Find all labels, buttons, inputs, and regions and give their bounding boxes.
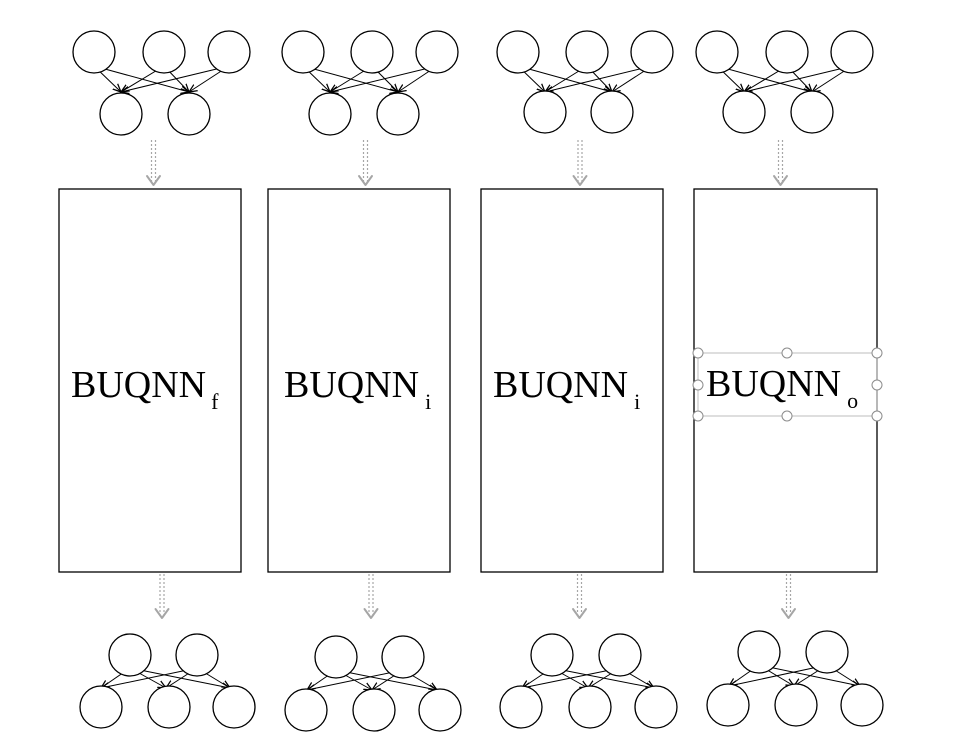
network-node	[790, 90, 834, 134]
module-box-1[interactable]	[58, 188, 242, 573]
module-label-3: BUQNN i	[493, 364, 640, 414]
flow-arrow-down	[146, 140, 161, 186]
network-node	[72, 30, 116, 74]
network-node	[350, 30, 394, 74]
module-box-3[interactable]	[480, 188, 664, 573]
module-box-4[interactable]	[693, 188, 878, 573]
network-node	[706, 683, 750, 727]
flow-arrow-down	[773, 140, 788, 186]
resize-handle-top-left[interactable]	[692, 347, 704, 359]
network-node	[147, 685, 191, 729]
output-network-2	[284, 635, 462, 732]
network-node	[284, 688, 328, 732]
column-2: BUQNN i	[267, 30, 462, 732]
module-label-1: BUQNN f	[71, 364, 219, 414]
network-node	[308, 92, 352, 136]
network-node	[840, 683, 884, 727]
flow-arrow-down	[781, 574, 796, 619]
network-node	[418, 688, 462, 732]
network-node	[722, 90, 766, 134]
network-node	[314, 635, 358, 679]
network-node	[79, 685, 123, 729]
network-node	[774, 683, 818, 727]
module-subscript: i	[425, 389, 431, 414]
output-network-3	[499, 633, 678, 729]
column-4: BUQNN o	[692, 30, 884, 727]
input-network-1	[72, 30, 251, 136]
flow-arrow-down	[154, 574, 170, 619]
network-node	[695, 30, 739, 74]
module-subscript: o	[847, 388, 858, 413]
module-box-2[interactable]	[267, 188, 451, 573]
network-node	[598, 633, 642, 677]
flow-arrow-down	[358, 140, 373, 186]
network-node	[496, 30, 540, 74]
network-node	[108, 633, 152, 677]
network-node	[352, 688, 396, 732]
network-node	[590, 90, 634, 134]
network-node	[565, 30, 609, 74]
resize-handle-bottom[interactable]	[781, 410, 793, 422]
network-node	[415, 30, 459, 74]
resize-handle-bottom-right[interactable]	[871, 410, 883, 422]
module-name: BUQNN	[493, 364, 628, 406]
network-node	[805, 630, 849, 674]
network-node	[381, 635, 425, 679]
network-node	[499, 685, 543, 729]
network-node	[568, 685, 612, 729]
output-network-4	[706, 630, 884, 727]
flow-arrow-down	[572, 140, 588, 186]
network-node	[737, 630, 781, 674]
flow-arrow-down	[572, 574, 587, 619]
module-label-2: BUQNN i	[284, 364, 431, 414]
network-node	[634, 685, 678, 729]
network-node	[530, 633, 574, 677]
resize-handle-top[interactable]	[781, 347, 793, 359]
resize-handle-left[interactable]	[692, 379, 704, 391]
network-node	[281, 30, 325, 74]
column-3: BUQNN i	[480, 30, 678, 729]
resize-handle-right[interactable]	[871, 379, 883, 391]
module-name: BUQNN	[706, 363, 841, 405]
network-node	[630, 30, 674, 74]
network-node	[207, 30, 251, 74]
network-node	[376, 92, 420, 136]
resize-handle-top-right[interactable]	[871, 347, 883, 359]
module-name: BUQNN	[284, 364, 419, 406]
column-1: BUQNN f	[58, 30, 256, 729]
network-node	[142, 30, 186, 74]
network-node	[175, 633, 219, 677]
network-node	[523, 90, 567, 134]
input-network-2	[281, 30, 459, 136]
module-subscript: i	[634, 389, 640, 414]
network-node	[99, 92, 143, 136]
input-network-3	[496, 30, 674, 134]
resize-handle-bottom-left[interactable]	[692, 410, 704, 422]
network-node	[830, 30, 874, 74]
network-node	[765, 30, 809, 74]
module-label-4[interactable]: BUQNN o	[706, 363, 858, 413]
module-name: BUQNN	[71, 364, 206, 406]
output-network-1	[79, 633, 256, 729]
network-node	[212, 685, 256, 729]
input-network-4	[695, 30, 874, 134]
text-selection-frame[interactable]	[692, 347, 883, 422]
flow-arrow-down	[363, 574, 379, 619]
network-node	[167, 92, 211, 136]
module-subscript: f	[211, 389, 219, 414]
